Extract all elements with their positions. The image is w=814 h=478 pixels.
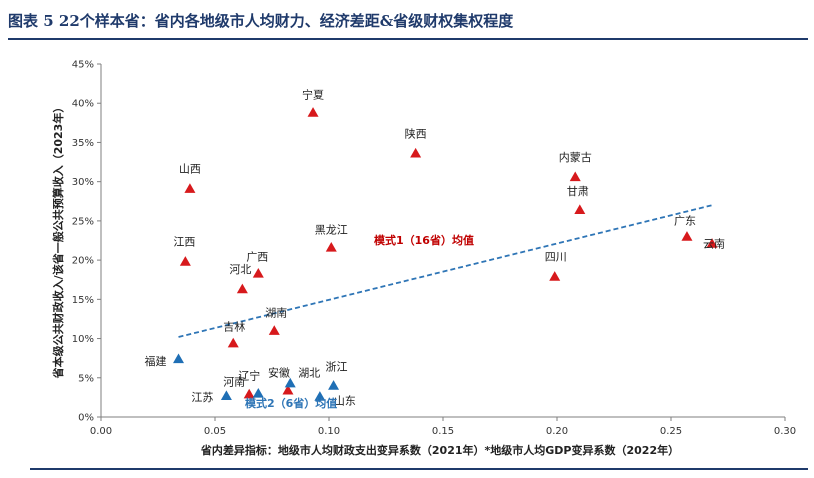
point-山西 [184,183,196,193]
axes: 0.00 0.05 0.10 0.15 0.20 0.25 0.30 0% 5% 10% 15% 20… [72,60,796,438]
point-label-云南: 云南 [703,238,725,251]
point-label-吉林: 吉林 [223,319,245,333]
bottom-divider [30,468,808,470]
y-tick-label: 40% [72,99,94,110]
point-广东 [681,231,693,241]
y-tick-label: 10% [72,334,94,345]
y-tick-label: 15% [72,295,94,306]
point-label-湖南: 湖南 [265,307,287,320]
x-tick-label: 0.10 [318,426,340,437]
point-label-江苏: 江苏 [191,391,213,404]
point-黑龙江 [325,242,337,252]
point-陕西 [410,147,422,158]
title-divider [8,38,808,40]
x-tick-label: 0.20 [546,426,568,437]
point-云南 [706,238,718,248]
point-河北 [236,283,248,294]
point-label-广东: 广东 [674,215,696,228]
x-tick-label: 0.25 [660,426,682,437]
point-label-陕西: 陕西 [405,126,427,140]
point-label-四川: 四川 [545,251,567,264]
y-tick-label: 0% [78,413,94,424]
point-label-宁夏: 宁夏 [302,88,324,102]
point-label-福建: 福建 [145,354,167,368]
point-辽宁 [252,387,264,398]
trend-line [178,204,713,338]
point-label-内蒙古: 内蒙古 [559,150,592,164]
point-甘肃 [574,204,586,215]
points-group [173,107,718,401]
point-宁夏 [307,107,319,117]
point-label-浙江: 浙江 [326,361,348,374]
point-label-江西: 江西 [173,236,195,249]
point-label-广西: 广西 [246,250,268,263]
mode1-annotation: 模式1（16省）均值 [374,233,474,247]
x-axis-label: 省内差异指标：地级市人均财政支出变异系数（2021年）*地级市人均GDP变异系数… [200,443,679,457]
point-四川 [549,271,561,281]
point-江西 [179,256,191,266]
y-axis-label: 省本级公共财政收入/该省一般公共预算收入（2023年） [51,102,65,380]
y-tick-label: 25% [72,216,94,227]
point-河南 [243,388,255,399]
x-tick-label: 0.00 [90,426,112,437]
y-tick-label: 20% [72,256,94,267]
point-湖南 [268,325,280,335]
point-label-甘肃: 甘肃 [567,185,589,198]
y-tick-label: 5% [78,373,94,384]
point-湖北 [284,377,296,388]
point-label-河南: 河南 [223,375,245,388]
x-tick-label: 0.05 [204,426,226,437]
point-浙江 [328,380,340,390]
figure-title: 图表 5 22个样本省：省内各地级市人均财力、经济差距&省级财权集权程度 [8,12,514,30]
point-福建 [173,353,185,364]
point-label-山西: 山西 [179,163,201,176]
x-tick-label: 0.30 [774,426,796,437]
point-label-山东: 山东 [334,395,356,408]
point-label-黑龙江: 黑龙江 [315,224,348,237]
y-tick-label: 35% [72,138,94,149]
x-tick-label: 0.15 [432,426,454,437]
y-tick-label: 45% [72,60,94,71]
point-内蒙古 [569,171,581,182]
mode2-annotation: 模式2（6省）均值 [245,396,337,410]
point-label-湖北: 湖北 [298,366,320,379]
point-label-安徽: 安徽 [268,365,290,379]
point-广西 [252,267,264,278]
point-江苏 [220,390,232,400]
point-label-河北: 河北 [229,263,251,276]
point-安徽 [282,384,294,395]
y-tick-label: 30% [72,177,94,188]
point-label-辽宁: 辽宁 [238,368,260,382]
trendline-group [178,204,713,338]
point-吉林 [227,337,239,348]
point-山东 [314,391,326,401]
